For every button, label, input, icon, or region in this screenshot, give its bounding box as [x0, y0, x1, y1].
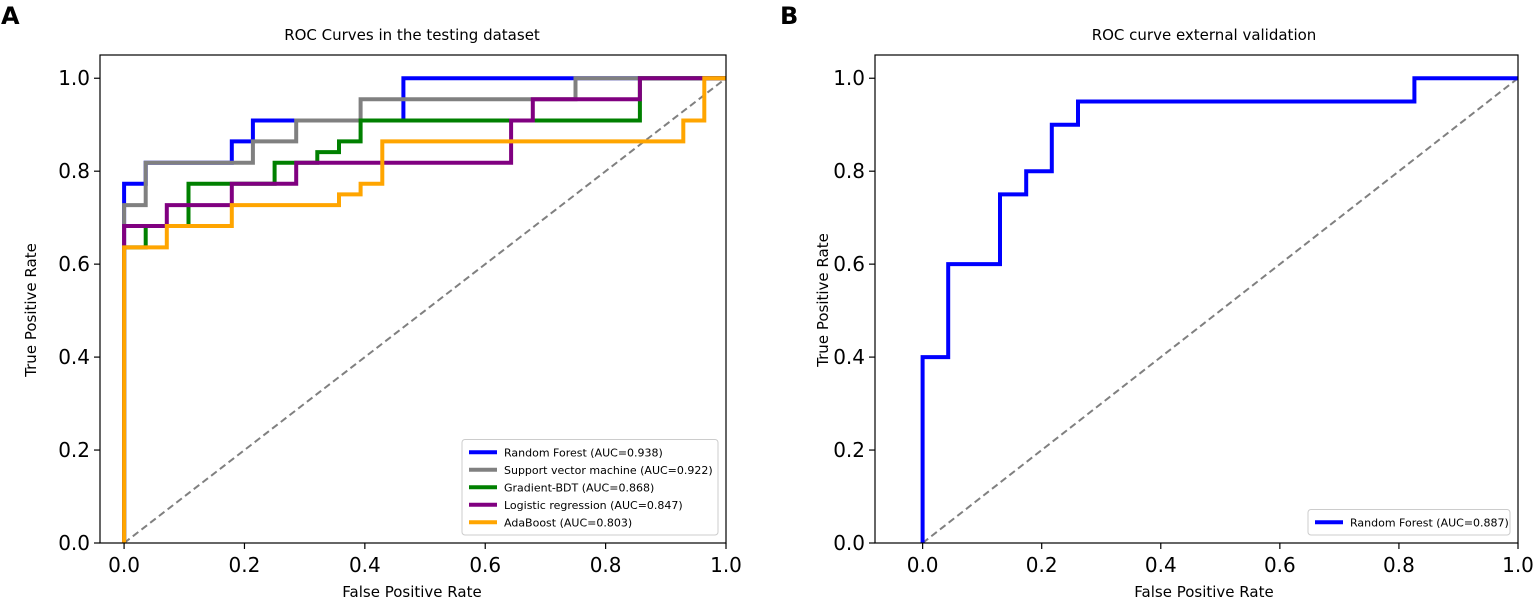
- diagonal-reference-line-a: [123, 77, 727, 544]
- x-axis-label-a: False Positive Rate: [342, 583, 481, 601]
- x-axis-label-b: False Positive Rate: [1134, 583, 1273, 601]
- legend-box-b: [1307, 509, 1511, 536]
- plot-area-b: 0.0 0.2 0.4 0.6 0.8 1.0 0.0 0.2 0.4 0.6 0.8 1.0 Rand…: [833, 54, 1534, 577]
- x-tick-label-b-2: 0.4: [1145, 553, 1177, 577]
- axes-frame-a: [99, 54, 727, 544]
- legend-label-b-0: Random Forest (AUC=0.887): [1350, 516, 1509, 529]
- series-line-a-0: [122, 76, 726, 543]
- x-tick-label-a-4: 0.8: [590, 553, 622, 577]
- panel-letter-b: B: [780, 2, 798, 30]
- legend-box-a: [461, 439, 719, 536]
- x-tick-label-a-0: 0.0: [108, 553, 140, 577]
- series-line-b-0: [920, 76, 1518, 543]
- panel-a: A ROC Curves in the testing dataset 0.0 0…: [1, 2, 742, 601]
- panel-b: B ROC curve external validation 0.0 0.2 0.…: [780, 2, 1534, 601]
- series-line-a-4: [122, 76, 726, 543]
- y-tick-label-b-1: 0.2: [833, 438, 865, 462]
- x-tick-label-b-0: 0.0: [907, 553, 939, 577]
- chart-title-b: ROC curve external validation: [1092, 26, 1317, 44]
- y-tick-label-a-4: 0.8: [58, 159, 90, 183]
- x-tick-label-b-3: 0.6: [1264, 553, 1296, 577]
- y-tick-label-a-2: 0.4: [58, 345, 90, 369]
- y-tick-label-b-5: 1.0: [833, 66, 865, 90]
- legend-label-a-1: Support vector machine (AUC=0.922): [504, 464, 713, 477]
- x-tick-label-a-2: 0.4: [349, 553, 381, 577]
- x-tick-label-b-5: 1.0: [1502, 553, 1534, 577]
- legend-label-a-0: Random Forest (AUC=0.938): [504, 446, 663, 459]
- chart-title-a: ROC Curves in the testing dataset: [284, 26, 540, 44]
- series-line-a-3: [122, 76, 726, 543]
- x-tick-label-b-4: 0.8: [1383, 553, 1415, 577]
- x-tick-label-a-3: 0.6: [469, 553, 501, 577]
- y-tick-label-b-0: 0.0: [833, 531, 865, 555]
- y-axis-label-b: True Positive Rate: [814, 233, 832, 368]
- y-tick-label-a-0: 0.0: [58, 531, 90, 555]
- panel-letter-a: A: [1, 2, 20, 30]
- diagonal-reference-line-b: [922, 77, 1519, 544]
- y-tick-label-b-4: 0.8: [833, 159, 865, 183]
- y-tick-label-a-3: 0.6: [58, 252, 90, 276]
- x-tick-label-a-1: 0.2: [229, 553, 261, 577]
- y-tick-label-b-3: 0.6: [833, 252, 865, 276]
- plot-area-a: 0.0 0.2 0.4 0.6 0.8 1.0 0.0 0.2 0.4 0.6 0.8 1.0 Rand…: [58, 54, 742, 577]
- y-tick-label-a-5: 1.0: [58, 66, 90, 90]
- y-axis-label-a: True Positive Rate: [22, 243, 40, 378]
- axes-frame-b: [874, 54, 1519, 544]
- y-tick-label-b-2: 0.4: [833, 345, 865, 369]
- x-tick-label-b-1: 0.2: [1026, 553, 1058, 577]
- legend-label-a-3: Logistic regression (AUC=0.847): [504, 499, 683, 512]
- x-tick-label-a-5: 1.0: [710, 553, 742, 577]
- legend-label-a-4: AdaBoost (AUC=0.803): [504, 516, 632, 529]
- y-tick-label-a-1: 0.2: [58, 438, 90, 462]
- legend-label-a-2: Gradient-BDT (AUC=0.868): [504, 481, 654, 494]
